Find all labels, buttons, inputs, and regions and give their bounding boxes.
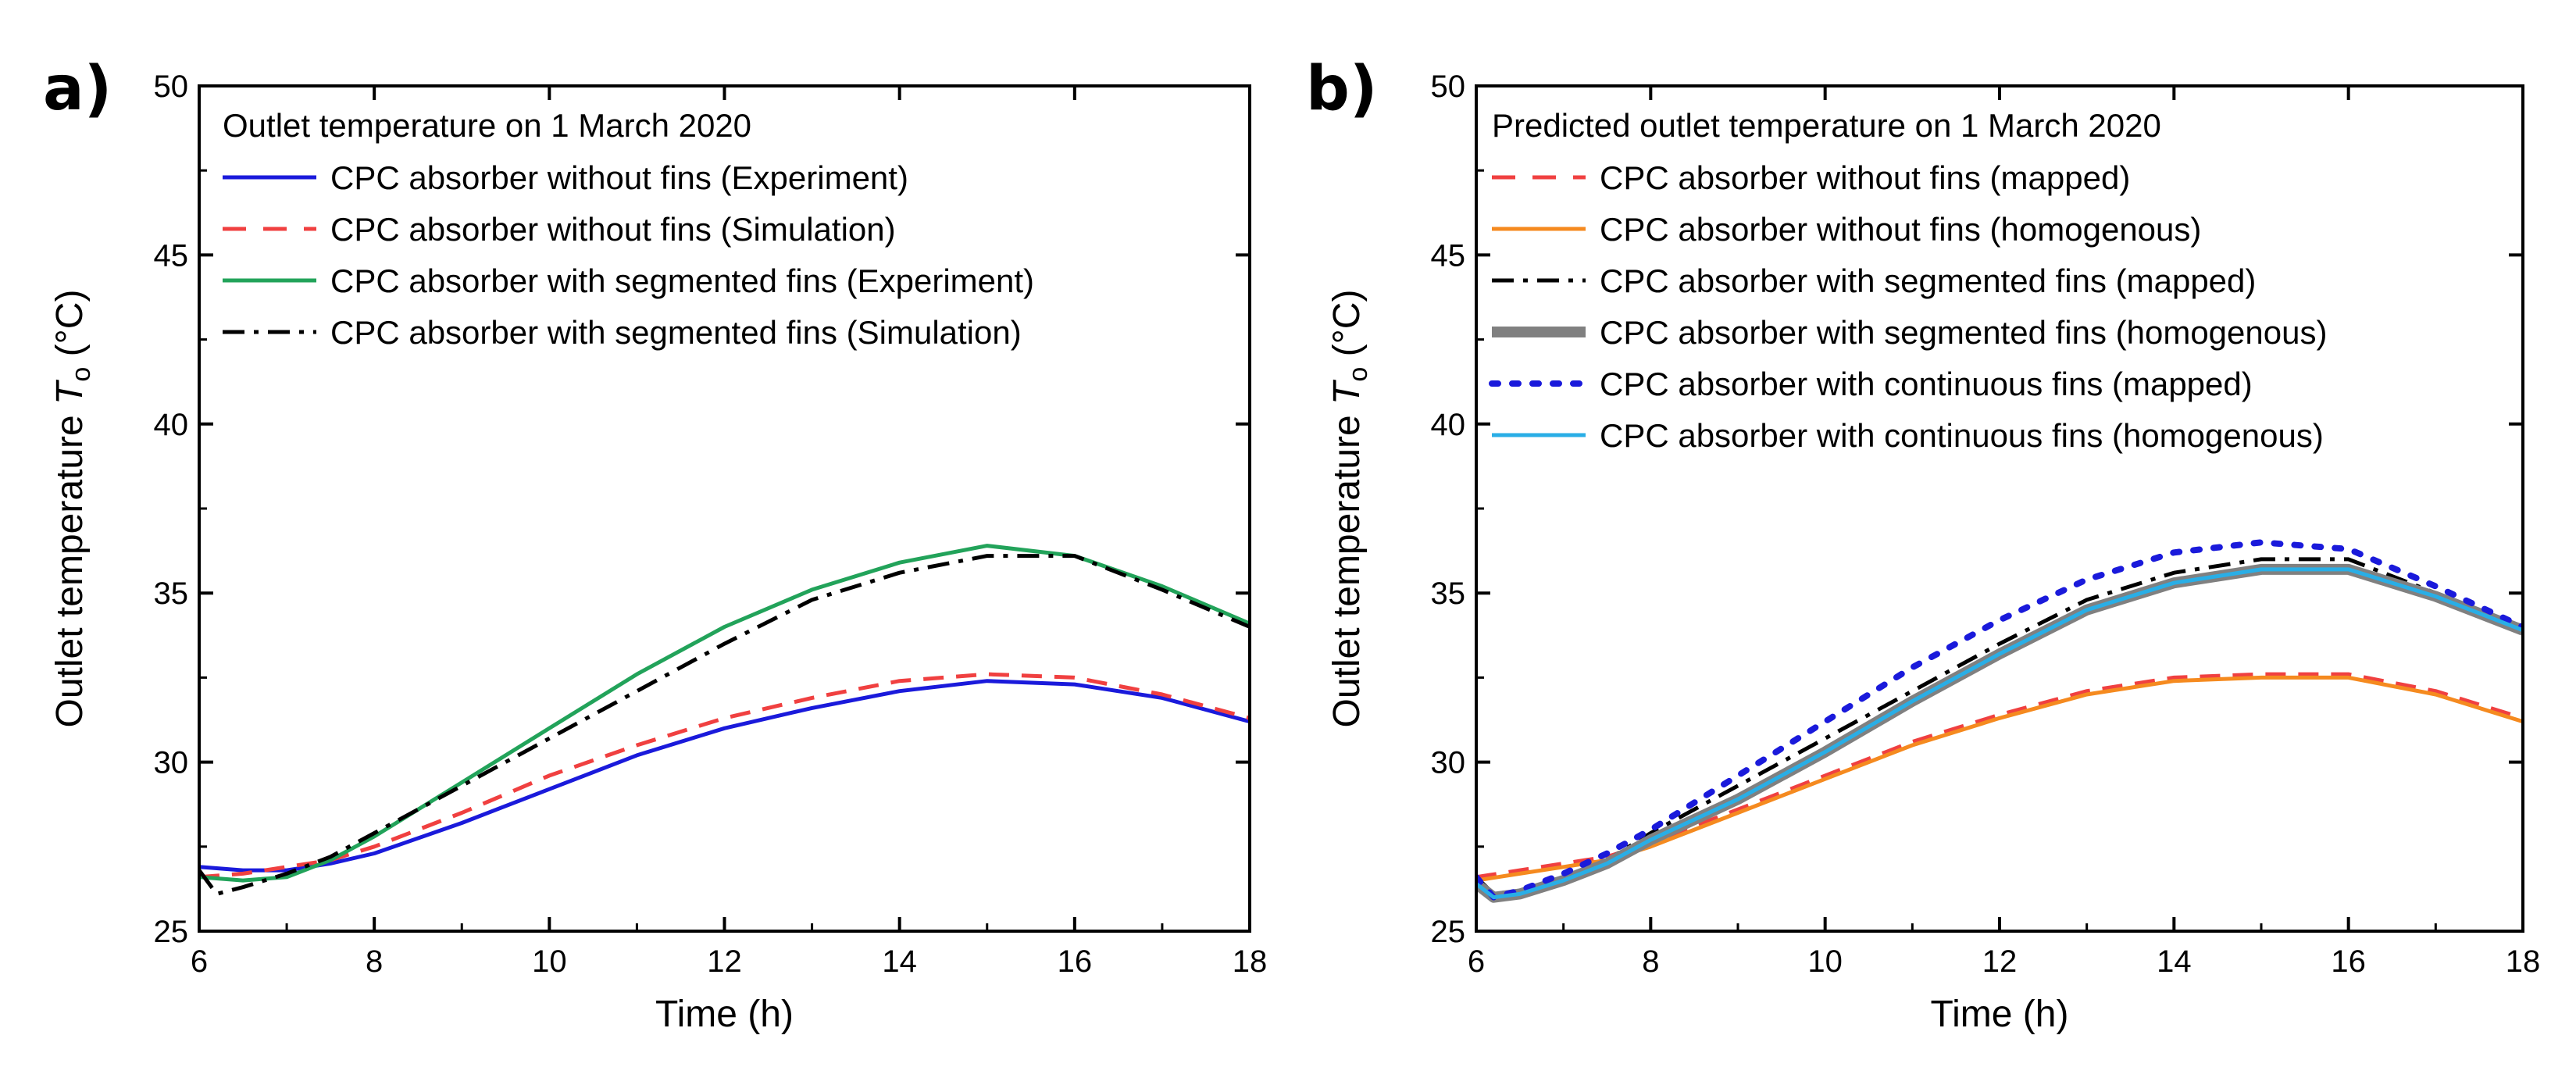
x-tick-label: 10 (532, 944, 567, 979)
x-tick-label: 12 (1982, 944, 2018, 979)
y-tick-label: 50 (154, 70, 189, 104)
y-tick-label: 45 (1431, 238, 1466, 273)
x-tick-label: 14 (882, 944, 917, 979)
x-axis-title: Time (h) (1931, 994, 2069, 1035)
legend-title: Outlet temperature on 1 March 2020 (223, 107, 751, 144)
legend-label: CPC absorber without fins (homogenous) (1600, 211, 2201, 248)
legend-label: CPC absorber with continuous fins (homog… (1600, 417, 2324, 454)
legend-label: CPC absorber with segmented fins (Experi… (330, 262, 1034, 299)
y-tick-label: 40 (1431, 408, 1466, 442)
x-tick-label: 12 (707, 944, 742, 979)
panel-b: b) 6 8 10 12 14 16 18 25 30 35 40 45 50 Time (h) Outlet… (1306, 54, 2540, 1035)
x-tick-label: 6 (1468, 944, 1485, 979)
y-tick-label: 45 (154, 238, 189, 273)
y-tick-label: 50 (1431, 70, 1466, 104)
legend-label: CPC absorber without fins (mapped) (1600, 159, 2130, 196)
y-tick-label: 35 (154, 576, 189, 611)
x-tick-label: 8 (366, 944, 383, 979)
series-line-cpc-absorber-with-segmented-fins-mapped (1476, 557, 2523, 896)
panel-a: a) 6 8 10 12 14 16 18 25 30 35 40 45 50 Time (h) Outlet… (43, 54, 1267, 1035)
x-tick-label: 8 (1642, 944, 1659, 979)
x-tick-label: 18 (2506, 944, 2541, 979)
series-line-cpc-absorber-with-continuous-fins-mapped (1476, 539, 2523, 901)
legend-label: CPC absorber with continuous fins (mappe… (1600, 366, 2253, 402)
legend: Predicted outlet temperature on 1 March … (1489, 107, 2327, 454)
y-tick-label: 25 (154, 915, 189, 949)
legend-label: CPC absorber with segmented fins (homoge… (1600, 314, 2327, 351)
legend-title: Predicted outlet temperature on 1 March … (1492, 107, 2161, 144)
legend-label: CPC absorber without fins (Simulation) (330, 211, 896, 248)
series-line-cpc-absorber-with-segmented-fins-simulation (199, 554, 1250, 896)
y-tick-label: 35 (1431, 576, 1466, 611)
x-tick-label: 10 (1807, 944, 1843, 979)
series-line-cpc-absorber-with-segmented-fins-experiment (199, 544, 1250, 883)
legend: Outlet temperature on 1 March 2020 CPC ab… (223, 107, 1034, 351)
x-tick-label: 16 (2331, 944, 2366, 979)
legend-label: CPC absorber with segmented fins (Simula… (330, 314, 1022, 351)
series-line-cpc-absorber-without-fins-experiment (199, 679, 1250, 873)
y-tick-label: 25 (1431, 915, 1466, 949)
x-tick-label: 6 (191, 944, 208, 979)
y-tick-label: 40 (154, 408, 189, 442)
series-lines (1476, 539, 2523, 903)
legend-label: CPC absorber with segmented fins (mapped… (1600, 262, 2256, 299)
x-axis-title: Time (h) (655, 994, 794, 1035)
series-line-cpc-absorber-without-fins-homogenous (1476, 675, 2523, 883)
y-tick-label: 30 (154, 746, 189, 780)
x-tick-label: 14 (2157, 944, 2192, 979)
y-tick-label: 30 (1431, 746, 1466, 780)
series-line-cpc-absorber-without-fins-simulation (199, 672, 1250, 880)
panel-label: a) (43, 54, 112, 124)
series-lines (199, 544, 1250, 896)
series-line-cpc-absorber-without-fins-mapped (1476, 672, 2523, 880)
y-axis-title: Outlet temperature To (°C) (49, 290, 96, 728)
legend-label: CPC absorber without fins (Experiment) (330, 159, 908, 196)
y-axis-title: Outlet temperature To (°C) (1326, 290, 1373, 728)
x-tick-label: 16 (1058, 944, 1093, 979)
x-tick-label: 18 (1233, 944, 1268, 979)
series-line-cpc-absorber-with-continuous-fins-homogenous (1476, 567, 2523, 900)
panel-label: b) (1306, 54, 1377, 124)
